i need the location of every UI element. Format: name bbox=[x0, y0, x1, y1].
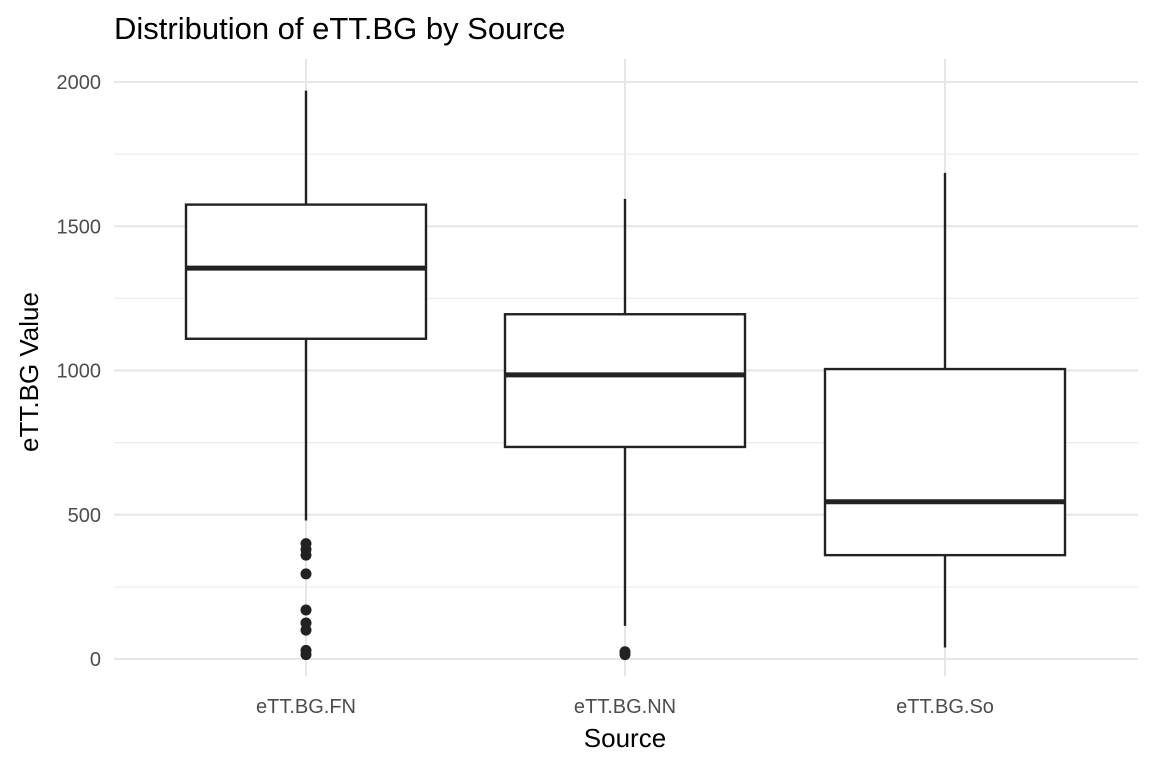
chart-title: Distribution of eTT.BG by Source bbox=[114, 11, 565, 46]
iqr-box bbox=[503, 313, 747, 449]
x-tick-label: eTT.BG.NN bbox=[574, 696, 676, 718]
box-group-eTT.BG.NN bbox=[503, 198, 747, 661]
boxes bbox=[184, 90, 1067, 661]
box-group-eTT.BG.FN bbox=[184, 90, 428, 661]
outlier-point bbox=[300, 549, 312, 561]
y-tick-label: 1000 bbox=[57, 361, 102, 383]
outlier-point bbox=[300, 604, 312, 616]
x-tick-label: eTT.BG.FN bbox=[256, 696, 356, 718]
outlier-point bbox=[300, 568, 312, 580]
y-axis-title: eTT.BG Value bbox=[14, 292, 44, 452]
iqr-box bbox=[823, 367, 1067, 557]
outlier-point bbox=[619, 649, 631, 661]
tick-labels: 0 500 1000 1500 2000 eTT.BG.FN eTT.BG.NN eTT.BG… bbox=[57, 72, 994, 718]
outlier-point bbox=[300, 649, 312, 661]
box-group-eTT.BG.So bbox=[823, 172, 1067, 648]
iqr-box bbox=[184, 203, 428, 340]
y-tick-label: 0 bbox=[90, 649, 101, 671]
y-tick-label: 1500 bbox=[57, 216, 102, 238]
y-tick-label: 500 bbox=[68, 505, 101, 527]
x-axis-title: Source bbox=[584, 723, 666, 753]
y-tick-label: 2000 bbox=[57, 72, 102, 94]
outlier-point bbox=[300, 624, 312, 636]
x-tick-label: eTT.BG.So bbox=[896, 696, 994, 718]
